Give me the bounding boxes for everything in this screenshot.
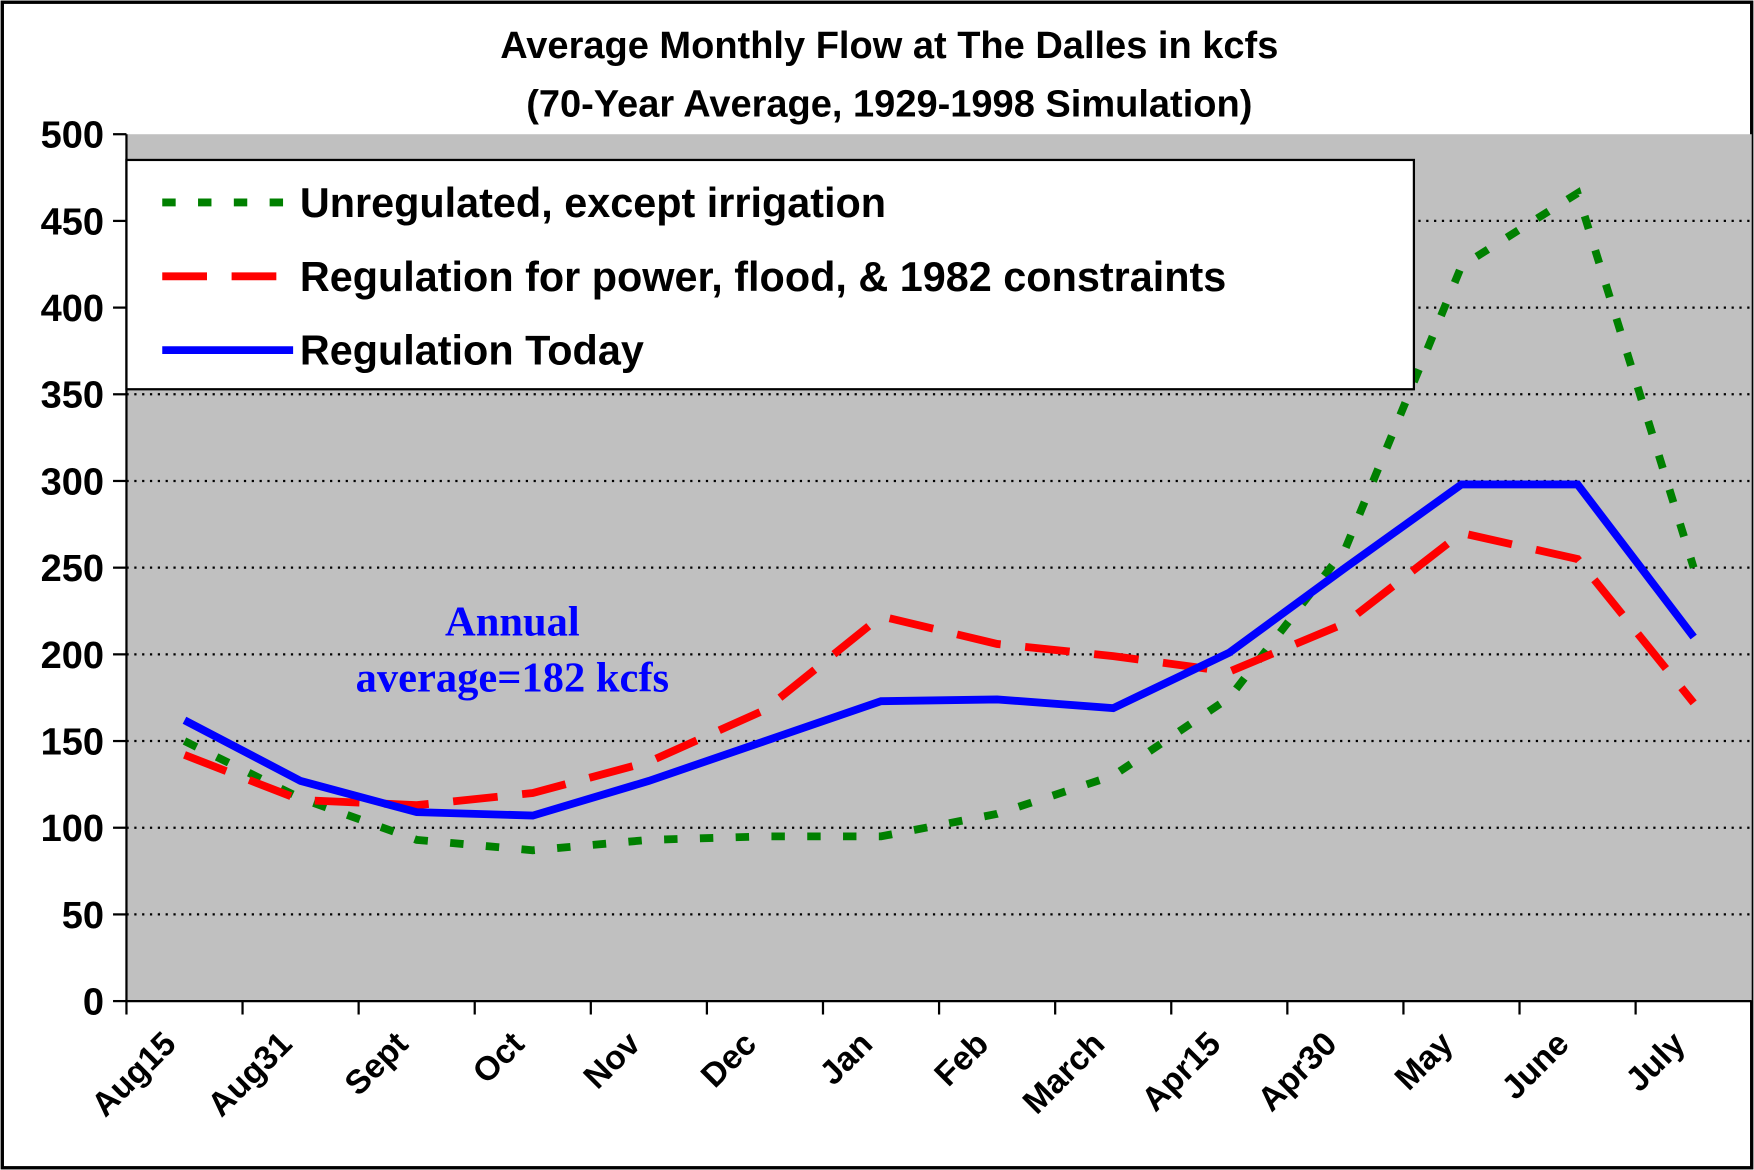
- y-tick-label: 0: [83, 982, 104, 1024]
- legend-box: [125, 158, 1416, 391]
- y-tick-label: 500: [41, 115, 104, 157]
- y-tick-label: 150: [41, 721, 104, 763]
- y-tick-label: 450: [41, 201, 104, 243]
- y-tick-label: 200: [41, 635, 104, 677]
- series-line: [182, 480, 1697, 820]
- y-tick-label: 100: [41, 808, 104, 850]
- y-tick-label: 350: [41, 375, 104, 417]
- y-tick-label: 50: [62, 895, 104, 937]
- annotation: average=182 kcfs: [356, 654, 669, 701]
- chart-subtitle: (70-Year Average, 1929-1998 Simulation): [526, 83, 1252, 125]
- y-tick-label: 400: [41, 288, 104, 330]
- chart-title: Average Monthly Flow at The Dalles in kc…: [500, 25, 1278, 67]
- y-tick-label: 300: [41, 461, 104, 503]
- legend-label: Unregulated, except irrigation: [300, 180, 886, 226]
- annotation: Annual: [445, 598, 580, 645]
- y-tick-label: 250: [41, 548, 104, 590]
- series-line: [182, 187, 1698, 855]
- legend-label: Regulation Today: [300, 328, 644, 374]
- legend-label: Regulation for power, flood, & 1982 cons…: [300, 254, 1226, 300]
- series-line: [183, 528, 1697, 810]
